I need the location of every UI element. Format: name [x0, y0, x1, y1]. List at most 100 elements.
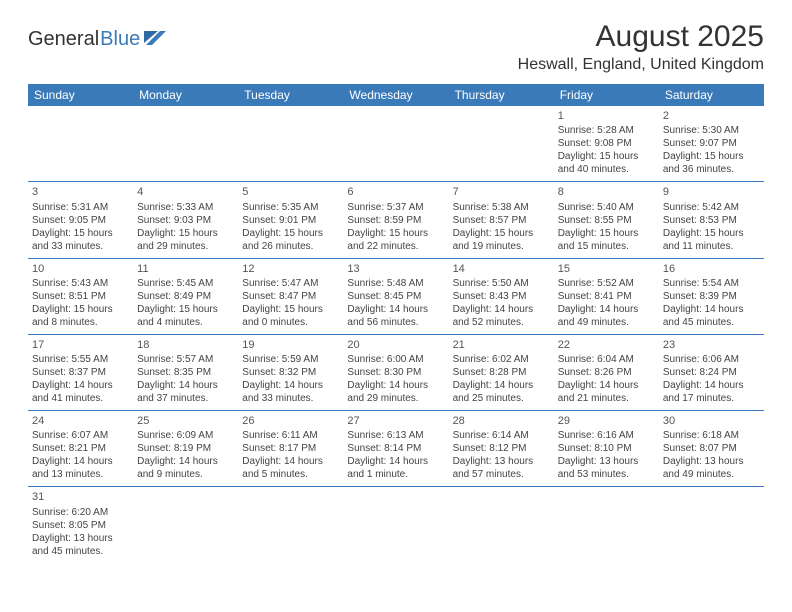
day-number: 24 [32, 414, 129, 428]
cell-line: Sunrise: 5:57 AM [137, 353, 234, 366]
cell-line: and 17 minutes. [663, 392, 760, 405]
cell-line: Sunset: 8:26 PM [558, 366, 655, 379]
day-number: 31 [32, 490, 129, 504]
cell-line: Sunset: 8:43 PM [453, 290, 550, 303]
cell-line: Sunset: 8:10 PM [558, 442, 655, 455]
calendar-cell: 3Sunrise: 5:31 AMSunset: 9:05 PMDaylight… [28, 182, 133, 258]
cell-line: and 21 minutes. [558, 392, 655, 405]
cell-line: and 15 minutes. [558, 240, 655, 253]
cell-line: and 36 minutes. [663, 163, 760, 176]
calendar-cell [554, 487, 659, 563]
cell-line: and 25 minutes. [453, 392, 550, 405]
cell-line: Sunrise: 6:04 AM [558, 353, 655, 366]
cell-line: Sunset: 8:57 PM [453, 214, 550, 227]
cell-line: Sunset: 8:17 PM [242, 442, 339, 455]
cell-line: Daylight: 14 hours [663, 303, 760, 316]
day-number: 3 [32, 185, 129, 199]
calendar-body: 1Sunrise: 5:28 AMSunset: 9:08 PMDaylight… [28, 106, 764, 563]
cell-line: Sunrise: 6:13 AM [347, 429, 444, 442]
month-title: August 2025 [518, 20, 764, 54]
day-number: 2 [663, 109, 760, 123]
cell-line: Sunset: 8:53 PM [663, 214, 760, 227]
cell-line: Sunrise: 6:16 AM [558, 429, 655, 442]
calendar-cell: 31Sunrise: 6:20 AMSunset: 8:05 PMDayligh… [28, 487, 133, 563]
day-number: 29 [558, 414, 655, 428]
day-number: 28 [453, 414, 550, 428]
cell-line: Sunset: 9:07 PM [663, 137, 760, 150]
cell-line: Sunrise: 5:45 AM [137, 277, 234, 290]
cell-line: Sunset: 9:01 PM [242, 214, 339, 227]
cell-line: and 8 minutes. [32, 316, 129, 329]
day-number: 20 [347, 338, 444, 352]
cell-line: Daylight: 13 hours [663, 455, 760, 468]
cell-line: Daylight: 15 hours [453, 227, 550, 240]
cell-line: and 56 minutes. [347, 316, 444, 329]
cell-line: Daylight: 15 hours [32, 227, 129, 240]
calendar-week-row: 3Sunrise: 5:31 AMSunset: 9:05 PMDaylight… [28, 182, 764, 258]
cell-line: and 22 minutes. [347, 240, 444, 253]
calendar-cell: 10Sunrise: 5:43 AMSunset: 8:51 PMDayligh… [28, 258, 133, 334]
cell-line: Sunset: 8:14 PM [347, 442, 444, 455]
cell-line: Sunrise: 5:43 AM [32, 277, 129, 290]
cell-line: Sunset: 8:37 PM [32, 366, 129, 379]
calendar-cell: 21Sunrise: 6:02 AMSunset: 8:28 PMDayligh… [449, 334, 554, 410]
day-number: 22 [558, 338, 655, 352]
cell-line: Daylight: 13 hours [453, 455, 550, 468]
cell-line: Sunrise: 5:50 AM [453, 277, 550, 290]
cell-line: and 40 minutes. [558, 163, 655, 176]
calendar-cell: 29Sunrise: 6:16 AMSunset: 8:10 PMDayligh… [554, 411, 659, 487]
cell-line: Sunset: 8:55 PM [558, 214, 655, 227]
day-number: 7 [453, 185, 550, 199]
cell-line: and 1 minute. [347, 468, 444, 481]
cell-line: Daylight: 14 hours [137, 455, 234, 468]
cell-line: Sunrise: 5:31 AM [32, 201, 129, 214]
cell-line: Daylight: 14 hours [347, 303, 444, 316]
cell-line: Daylight: 15 hours [242, 227, 339, 240]
cell-line: and 33 minutes. [242, 392, 339, 405]
cell-line: Daylight: 14 hours [137, 379, 234, 392]
calendar-cell: 26Sunrise: 6:11 AMSunset: 8:17 PMDayligh… [238, 411, 343, 487]
cell-line: Daylight: 14 hours [453, 379, 550, 392]
cell-line: Sunset: 8:32 PM [242, 366, 339, 379]
calendar-cell [238, 487, 343, 563]
calendar-week-row: 31Sunrise: 6:20 AMSunset: 8:05 PMDayligh… [28, 487, 764, 563]
day-header: Sunday [28, 84, 133, 106]
cell-line: Sunset: 8:41 PM [558, 290, 655, 303]
cell-line: Daylight: 15 hours [663, 150, 760, 163]
cell-line: Sunset: 8:47 PM [242, 290, 339, 303]
calendar-cell: 24Sunrise: 6:07 AMSunset: 8:21 PMDayligh… [28, 411, 133, 487]
cell-line: Sunset: 8:19 PM [137, 442, 234, 455]
day-number: 18 [137, 338, 234, 352]
logo-word2: Blue [100, 28, 140, 51]
location-text: Heswall, England, United Kingdom [518, 56, 764, 74]
cell-line: Sunrise: 5:52 AM [558, 277, 655, 290]
calendar-cell: 28Sunrise: 6:14 AMSunset: 8:12 PMDayligh… [449, 411, 554, 487]
cell-line: Sunset: 8:07 PM [663, 442, 760, 455]
logo: General Blue [28, 28, 166, 51]
cell-line: Sunset: 8:59 PM [347, 214, 444, 227]
day-number: 21 [453, 338, 550, 352]
calendar-cell: 2Sunrise: 5:30 AMSunset: 9:07 PMDaylight… [659, 106, 764, 182]
cell-line: Daylight: 13 hours [32, 532, 129, 545]
cell-line: Sunrise: 5:59 AM [242, 353, 339, 366]
cell-line: Sunrise: 6:09 AM [137, 429, 234, 442]
calendar-cell: 23Sunrise: 6:06 AMSunset: 8:24 PMDayligh… [659, 334, 764, 410]
day-number: 16 [663, 262, 760, 276]
cell-line: Sunrise: 5:40 AM [558, 201, 655, 214]
day-number: 23 [663, 338, 760, 352]
cell-line: Sunrise: 6:00 AM [347, 353, 444, 366]
calendar-cell: 1Sunrise: 5:28 AMSunset: 9:08 PMDaylight… [554, 106, 659, 182]
calendar-cell: 13Sunrise: 5:48 AMSunset: 8:45 PMDayligh… [343, 258, 448, 334]
cell-line: and 0 minutes. [242, 316, 339, 329]
logo-word1: General [28, 28, 99, 51]
cell-line: and 26 minutes. [242, 240, 339, 253]
cell-line: Sunrise: 6:20 AM [32, 506, 129, 519]
calendar-cell: 22Sunrise: 6:04 AMSunset: 8:26 PMDayligh… [554, 334, 659, 410]
calendar-cell [133, 487, 238, 563]
calendar-cell: 18Sunrise: 5:57 AMSunset: 8:35 PMDayligh… [133, 334, 238, 410]
cell-line: and 45 minutes. [663, 316, 760, 329]
title-block: August 2025 Heswall, England, United Kin… [518, 20, 764, 74]
calendar-cell: 20Sunrise: 6:00 AMSunset: 8:30 PMDayligh… [343, 334, 448, 410]
day-number: 14 [453, 262, 550, 276]
calendar-cell: 16Sunrise: 5:54 AMSunset: 8:39 PMDayligh… [659, 258, 764, 334]
